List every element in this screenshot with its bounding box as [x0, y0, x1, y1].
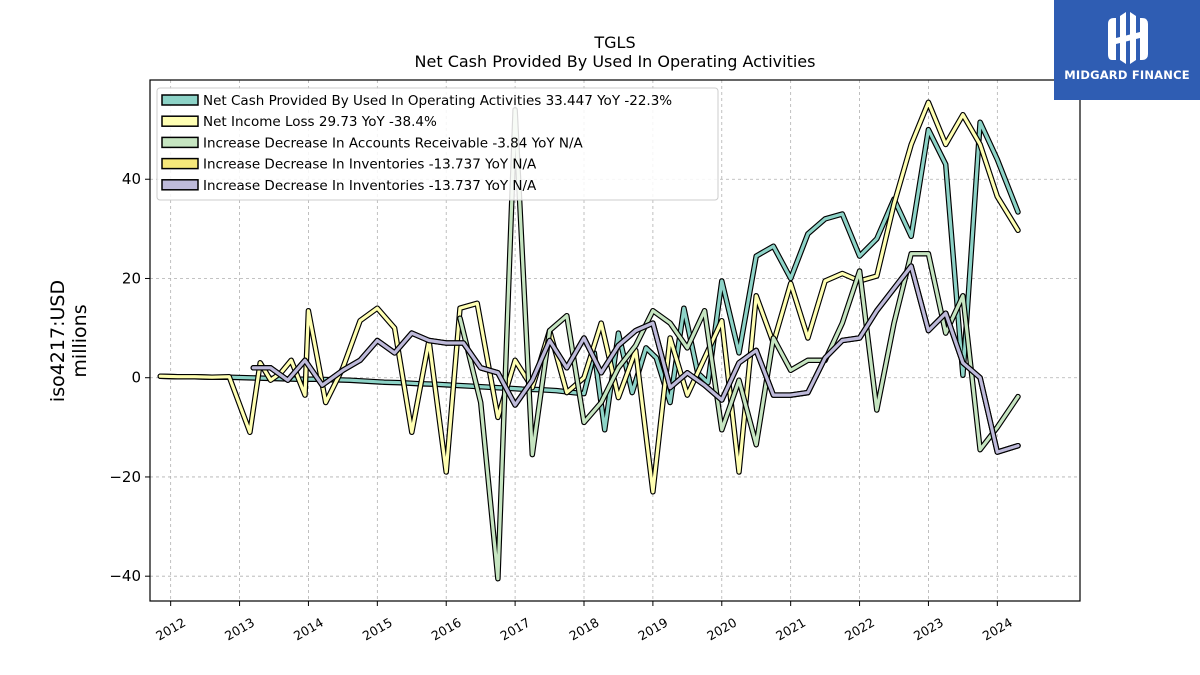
x-tick-label: 2021: [773, 615, 808, 644]
series-lines: [157, 99, 1021, 582]
y-tick-label: 20: [122, 269, 141, 287]
chart-title: TGLS: [593, 33, 635, 52]
legend-box: [156, 87, 719, 201]
midgard-finance-logo: MIDGARD FINANCE: [1054, 0, 1200, 100]
legend: Net Cash Provided By Used In Operating A…: [156, 87, 719, 201]
x-tick-label: 2020: [704, 615, 739, 644]
legend-swatch: [161, 115, 199, 127]
series-line-0: [158, 120, 1020, 432]
y-tick-label: 40: [122, 170, 141, 188]
legend-label: Increase Decrease In Accounts Receivable…: [203, 135, 584, 151]
x-tick-label: 2024: [980, 615, 1015, 644]
x-tick-label: 2017: [498, 615, 533, 644]
legend-label: Net Cash Provided By Used In Operating A…: [203, 93, 672, 109]
x-tick-label: 2022: [842, 615, 877, 644]
y-axis-label-line2: millions: [69, 304, 91, 377]
x-tick-label: 2018: [566, 615, 601, 644]
legend-label: Increase Decrease In Inventories -13.737…: [203, 178, 537, 194]
plot-area-frame: [149, 79, 1081, 602]
series-line-2: [458, 108, 1020, 581]
legend-label: Increase Decrease In Inventories -13.737…: [203, 157, 537, 173]
y-tick-label: −40: [109, 567, 141, 585]
logo-text: MIDGARD FINANCE: [1064, 68, 1190, 82]
legend-swatch: [161, 179, 199, 191]
y-tick-label: 0: [131, 369, 141, 387]
midgard-finance-logo-icon: [1108, 12, 1148, 64]
x-tick-label: 2012: [153, 615, 188, 644]
series-line-1: [158, 100, 1020, 494]
x-tick-label: 2015: [360, 615, 395, 644]
legend-swatch: [161, 136, 199, 149]
x-tick-label: 2016: [429, 615, 464, 644]
legend-swatch: [161, 94, 199, 106]
series-line-4: [251, 264, 1020, 454]
y-axis: −40 −20 0 20 40: [109, 170, 150, 585]
x-axis: 2012 2013 2014 2015 2016 2017 2018 2019 2020 2021…: [153, 601, 1015, 644]
legend-label: Net Income Loss 29.73 YoY -38.4%: [203, 114, 437, 130]
x-tick-label: 2013: [222, 615, 257, 644]
legend-swatch: [161, 157, 199, 170]
x-tick-label: 2023: [911, 615, 946, 644]
y-axis-label-line1: iso4217:USD: [47, 280, 69, 402]
chart-subtitle: Net Cash Provided By Used In Operating A…: [415, 52, 816, 71]
x-tick-label: 2014: [291, 615, 326, 644]
x-tick-label: 2019: [635, 615, 670, 644]
y-tick-label: −20: [109, 468, 141, 486]
